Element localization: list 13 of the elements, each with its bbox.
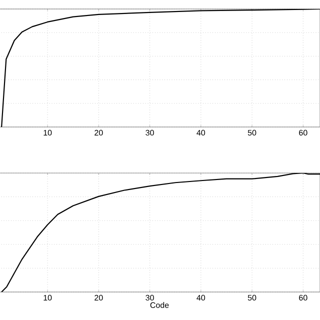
- x-tick-label: 20: [94, 130, 103, 136]
- x-tick-label: 40: [196, 130, 206, 136]
- x-tick-label: 50: [248, 130, 256, 136]
- x-axis-title: Code: [150, 302, 169, 308]
- x-tick-label: 60: [299, 130, 308, 136]
- x-tick-label: 10: [44, 294, 52, 301]
- x-tick-label: 10: [44, 130, 52, 136]
- x-tick-label: 50: [248, 294, 256, 301]
- x-tick-label: 30: [146, 130, 154, 136]
- x-tick-label: 60: [299, 294, 308, 301]
- x-tick-label: 20: [94, 294, 103, 301]
- x-tick-label: 40: [196, 294, 206, 301]
- x-tick-label: 30: [146, 294, 154, 301]
